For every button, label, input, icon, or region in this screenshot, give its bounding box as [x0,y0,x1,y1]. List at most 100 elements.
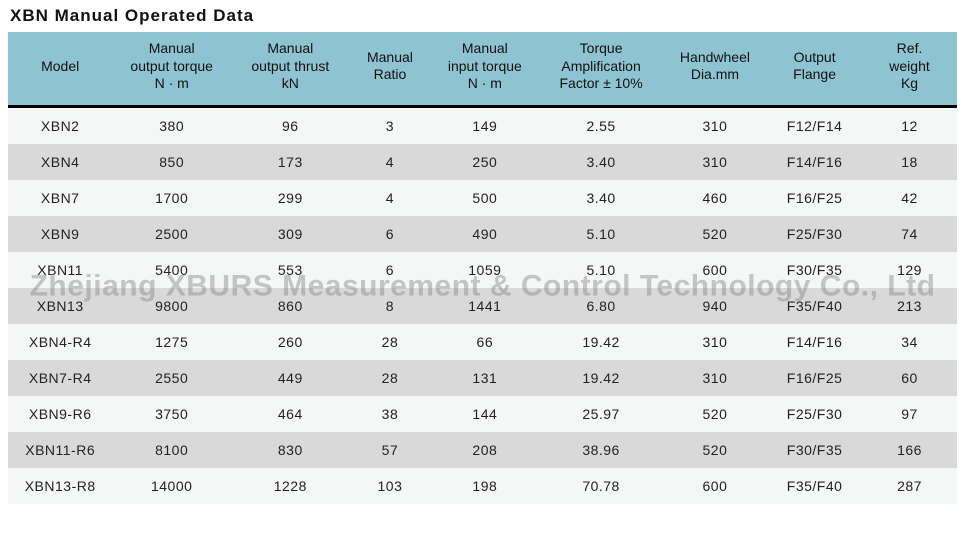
cell-r7-c4: 131 [430,360,539,396]
cell-r3-c1: 2500 [112,216,231,252]
cell-r8-c8: 97 [862,396,957,432]
cell-r9-c5: 38.96 [539,432,662,468]
cell-r5-c4: 1441 [430,288,539,324]
table-header-row: ModelManualoutput torqueN · mManualoutpu… [8,32,957,106]
page-title: XBN Manual Operated Data [8,0,957,32]
cell-r6-c6: 310 [663,324,767,360]
cell-r2-c5: 3.40 [539,180,662,216]
cell-r1-c0: XBN4 [8,144,112,180]
cell-r6-c1: 1275 [112,324,231,360]
cell-r1-c4: 250 [430,144,539,180]
cell-r10-c3: 103 [350,468,431,504]
cell-r9-c0: XBN11-R6 [8,432,112,468]
cell-r8-c5: 25.97 [539,396,662,432]
cell-r2-c7: F16/F25 [767,180,862,216]
cell-r2-c4: 500 [430,180,539,216]
cell-r5-c3: 8 [350,288,431,324]
table-row: XBN115400553610595.10600F30/F35129 [8,252,957,288]
cell-r10-c2: 1228 [231,468,350,504]
cell-r3-c4: 490 [430,216,539,252]
cell-r9-c8: 166 [862,432,957,468]
cell-r7-c1: 2550 [112,360,231,396]
col-header-7: OutputFlange [767,32,862,106]
cell-r2-c3: 4 [350,180,431,216]
cell-r0-c6: 310 [663,106,767,144]
cell-r3-c6: 520 [663,216,767,252]
table-body: XBN23809631492.55310F12/F1412XBN48501734… [8,106,957,504]
cell-r3-c7: F25/F30 [767,216,862,252]
cell-r7-c3: 28 [350,360,431,396]
table-row: XBN11-R681008305720838.96520F30/F35166 [8,432,957,468]
col-header-0: Model [8,32,112,106]
cell-r3-c8: 74 [862,216,957,252]
cell-r1-c2: 173 [231,144,350,180]
cell-r3-c2: 309 [231,216,350,252]
cell-r2-c1: 1700 [112,180,231,216]
table-row: XBN13-R814000122810319870.78600F35/F4028… [8,468,957,504]
cell-r0-c1: 380 [112,106,231,144]
col-header-2: Manualoutput thrustkN [231,32,350,106]
cell-r9-c2: 830 [231,432,350,468]
cell-r5-c2: 860 [231,288,350,324]
cell-r8-c2: 464 [231,396,350,432]
cell-r5-c6: 940 [663,288,767,324]
cell-r6-c7: F14/F16 [767,324,862,360]
cell-r6-c0: XBN4-R4 [8,324,112,360]
cell-r5-c8: 213 [862,288,957,324]
cell-r10-c4: 198 [430,468,539,504]
cell-r9-c1: 8100 [112,432,231,468]
cell-r8-c3: 38 [350,396,431,432]
cell-r7-c6: 310 [663,360,767,396]
col-header-6: HandwheelDia.mm [663,32,767,106]
cell-r10-c1: 14000 [112,468,231,504]
cell-r7-c2: 449 [231,360,350,396]
cell-r9-c7: F30/F35 [767,432,862,468]
cell-r3-c0: XBN9 [8,216,112,252]
cell-r4-c8: 129 [862,252,957,288]
table-row: XBN23809631492.55310F12/F1412 [8,106,957,144]
cell-r2-c8: 42 [862,180,957,216]
cell-r7-c8: 60 [862,360,957,396]
cell-r6-c4: 66 [430,324,539,360]
cell-r8-c1: 3750 [112,396,231,432]
table-row: XBN9250030964905.10520F25/F3074 [8,216,957,252]
col-header-3: ManualRatio [350,32,431,106]
cell-r8-c7: F25/F30 [767,396,862,432]
cell-r4-c5: 5.10 [539,252,662,288]
data-table: ModelManualoutput torqueN · mManualoutpu… [8,32,957,504]
col-header-1: Manualoutput torqueN · m [112,32,231,106]
cell-r5-c7: F35/F40 [767,288,862,324]
cell-r5-c0: XBN13 [8,288,112,324]
cell-r1-c5: 3.40 [539,144,662,180]
cell-r4-c1: 5400 [112,252,231,288]
col-header-5: TorqueAmplificationFactor ± 10% [539,32,662,106]
cell-r1-c6: 310 [663,144,767,180]
table-row: XBN7-R425504492813119.42310F16/F2560 [8,360,957,396]
cell-r4-c3: 6 [350,252,431,288]
cell-r7-c0: XBN7-R4 [8,360,112,396]
table-row: XBN4-R41275260286619.42310F14/F1634 [8,324,957,360]
cell-r8-c0: XBN9-R6 [8,396,112,432]
cell-r1-c1: 850 [112,144,231,180]
cell-r0-c2: 96 [231,106,350,144]
cell-r1-c3: 4 [350,144,431,180]
cell-r7-c5: 19.42 [539,360,662,396]
cell-r5-c5: 6.80 [539,288,662,324]
cell-r0-c7: F12/F14 [767,106,862,144]
col-header-4: Manualinput torqueN · m [430,32,539,106]
cell-r4-c0: XBN11 [8,252,112,288]
cell-r0-c8: 12 [862,106,957,144]
table-row: XBN139800860814416.80940F35/F40213 [8,288,957,324]
cell-r1-c7: F14/F16 [767,144,862,180]
table-row: XBN7170029945003.40460F16/F2542 [8,180,957,216]
cell-r5-c1: 9800 [112,288,231,324]
cell-r6-c3: 28 [350,324,431,360]
cell-r10-c0: XBN13-R8 [8,468,112,504]
cell-r2-c0: XBN7 [8,180,112,216]
cell-r9-c6: 520 [663,432,767,468]
cell-r6-c2: 260 [231,324,350,360]
cell-r4-c7: F30/F35 [767,252,862,288]
cell-r9-c4: 208 [430,432,539,468]
cell-r9-c3: 57 [350,432,431,468]
cell-r10-c5: 70.78 [539,468,662,504]
